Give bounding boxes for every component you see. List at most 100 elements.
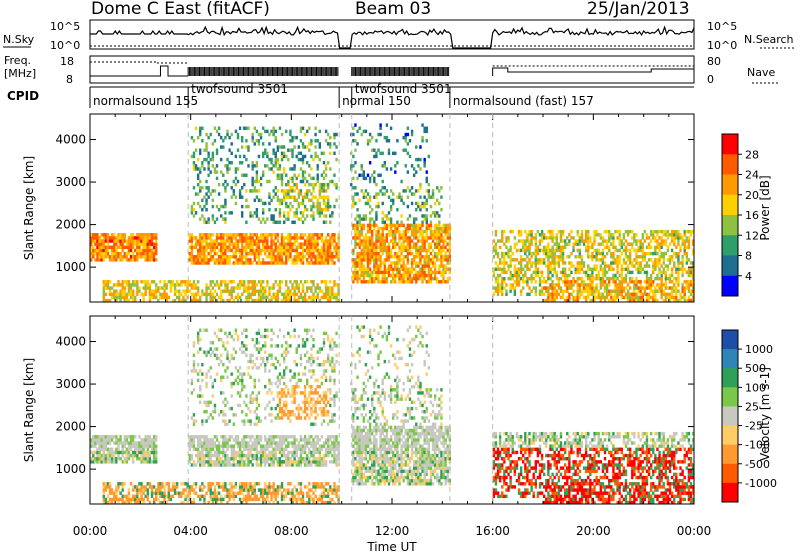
power-cell (677, 236, 680, 240)
power-cell (412, 255, 416, 259)
power-cell (415, 208, 418, 212)
velocity-cell (104, 435, 108, 439)
power-cell (358, 245, 361, 250)
velocity-cell (180, 491, 183, 495)
power-cell (129, 286, 133, 290)
power-cell (201, 186, 204, 190)
power-cell (228, 211, 231, 215)
power-cell (211, 157, 215, 162)
power-cell (190, 242, 194, 246)
power-cell (631, 292, 634, 297)
power-cell (287, 292, 290, 297)
velocity-cell (136, 497, 139, 502)
power-cell (268, 167, 271, 171)
power-cell (410, 276, 414, 281)
power-cell (194, 192, 198, 196)
power-cell (385, 223, 389, 228)
power-cell (433, 211, 437, 215)
power-cell (358, 233, 361, 237)
power-cell (379, 239, 382, 243)
velocity-cell (152, 457, 156, 461)
power-cell (100, 255, 103, 259)
power-cell (144, 251, 147, 256)
power-cell (201, 139, 204, 143)
power-cell (326, 132, 330, 137)
power-cell (213, 139, 217, 143)
power-cell (121, 289, 124, 293)
power-cell (297, 189, 301, 193)
power-cell (178, 289, 181, 293)
power-cell (396, 267, 399, 271)
power-cell (622, 242, 626, 246)
power-cell (324, 173, 328, 177)
velocity-cell (108, 488, 112, 492)
power-cell (291, 179, 294, 184)
power-cell (352, 176, 355, 181)
power-cell (593, 239, 596, 243)
velocity-cell (102, 500, 105, 505)
power-cell (440, 226, 443, 231)
power-cell (557, 292, 561, 297)
power-cell (498, 261, 502, 265)
power-cell (547, 258, 550, 262)
power-cell (270, 161, 273, 165)
power-cell (616, 276, 619, 281)
power-cell (360, 173, 363, 177)
power-cell (333, 182, 336, 187)
power-cell (301, 201, 305, 206)
power-cell (641, 258, 644, 262)
power-cell (295, 245, 298, 250)
power-cell (318, 298, 321, 303)
power-cell (366, 255, 370, 259)
power-cell (251, 283, 254, 287)
power-cell (580, 236, 584, 240)
power-cell (234, 154, 238, 159)
power-cell (129, 242, 133, 246)
power-cell (322, 201, 326, 206)
power-cell (134, 242, 137, 246)
power-cell (113, 245, 116, 250)
power-cell (136, 255, 139, 259)
power-cell (421, 276, 424, 281)
power-cell (662, 229, 665, 234)
power-cell (419, 195, 422, 199)
power-cell (421, 229, 424, 234)
power-cell (224, 261, 227, 265)
power-cell (373, 245, 376, 250)
power-cell (314, 245, 317, 250)
power-cell (402, 258, 405, 262)
power-cell (610, 236, 613, 240)
power-cell (675, 280, 678, 284)
power-cell (205, 208, 208, 212)
power-cell (578, 264, 582, 268)
power-cell (423, 214, 426, 218)
power-cell (394, 229, 397, 234)
velocity-cell (152, 460, 156, 464)
power-cell (505, 236, 508, 240)
velocity-cell (104, 447, 108, 452)
power-cell (241, 145, 244, 149)
power-cell (352, 198, 355, 203)
power-cell (559, 229, 563, 234)
power-cell (324, 236, 328, 240)
power-cell (224, 245, 227, 250)
power-cell (597, 233, 600, 237)
power-cell (563, 280, 567, 284)
power-cell (381, 261, 384, 265)
power-cell (645, 233, 649, 237)
power-cell (543, 236, 546, 240)
power-cell (196, 261, 200, 265)
power-cell (603, 239, 607, 243)
power-cell (318, 192, 321, 196)
power-cell (423, 264, 426, 268)
velocity-cell (94, 441, 97, 445)
power-cell (618, 255, 621, 259)
power-cell (662, 292, 665, 297)
power-cell (245, 157, 248, 162)
velocity-cell (152, 441, 156, 445)
velocity-cell (136, 457, 139, 461)
power-cell (645, 280, 649, 284)
power-cell (444, 255, 447, 259)
power-cell (673, 236, 676, 240)
power-cell (400, 245, 403, 250)
